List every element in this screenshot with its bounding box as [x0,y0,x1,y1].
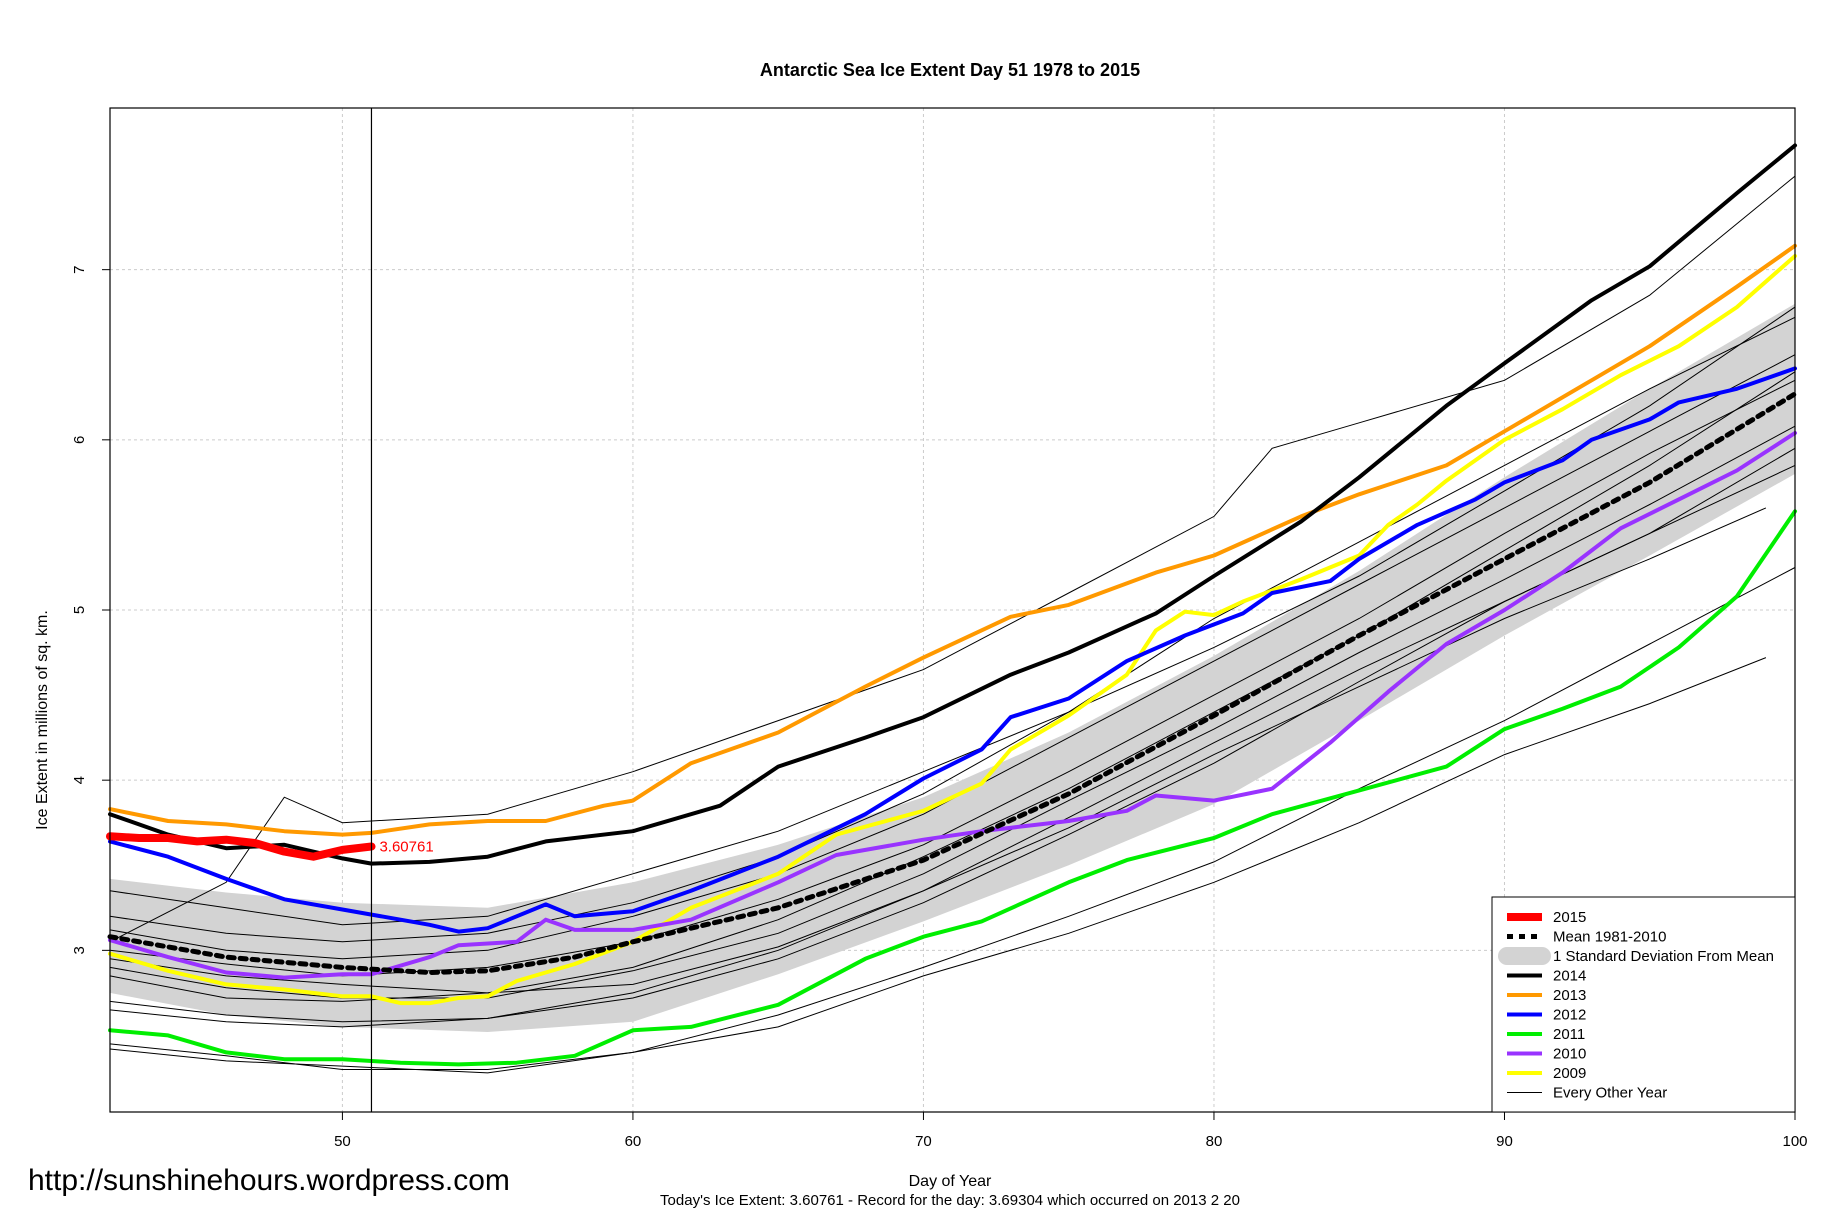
legend-label: 2014 [1553,968,1586,985]
x-tick-label: 80 [1206,1133,1223,1150]
footer-note: Today's Ice Extent: 3.60761 - Record for… [660,1192,1240,1209]
other-year-line [109,316,1796,943]
legend-label: Every Other Year [1553,1085,1667,1102]
legend-label: 2011 [1553,1026,1585,1043]
legend-label: 2010 [1553,1046,1586,1063]
sd-band [110,303,1795,1032]
legend-box [1491,896,1796,1113]
other-year-line [109,306,1796,926]
legend-label: 2015 [1553,909,1586,926]
other-year-line [109,567,1796,1070]
series-line-2014 [108,143,1797,866]
series-line-2015 [106,832,376,861]
legend-label: 1 Standard Deviation From Mean [1553,948,1774,965]
y-tick-label: 5 [71,606,88,614]
series-line-2011 [108,509,1797,1067]
other-year-line [109,175,1796,943]
legend-label: Mean 1981-2010 [1553,929,1666,946]
other-year-line [109,371,1796,1002]
x-tick-label: 50 [334,1133,351,1150]
series-line-2013 [108,243,1797,837]
y-tick-label: 7 [71,265,88,273]
y-axis-label: Ice Extent in millions of sq. km. [34,610,51,830]
chart-title: Antarctic Sea Ice Extent Day 51 1978 to … [760,60,1140,80]
other-year-line [109,657,1767,1074]
x-tick-label: 60 [625,1133,642,1150]
y-tick-label: 6 [71,436,88,444]
x-tick-label: 70 [915,1133,932,1150]
today-value-label: 3.60761 [379,839,433,856]
legend-label: 2009 [1553,1065,1586,1082]
x-tick-label: 100 [1782,1133,1807,1150]
source-url: http://sunshinehours.wordpress.com [28,1164,510,1197]
series-line-2009 [108,254,1797,1006]
legend-label: 2013 [1553,987,1586,1004]
legend: 2015 Mean 1981-2010 1 Standard Deviation F… [1491,896,1796,1113]
x-axis-label: Day of Year [909,1173,992,1190]
other-year-lines [109,175,1796,1074]
sd-band-area [110,303,1795,1032]
other-year-line [109,354,1796,960]
axis-ticks: 50 60 70 80 90 100 3 4 5 6 7 [71,265,1808,1150]
y-tick-label: 3 [71,946,88,954]
y-tick-label: 4 [71,776,88,784]
series-line-2012 [108,366,1797,934]
legend-label: 2012 [1553,1007,1586,1024]
x-tick-label: 90 [1496,1133,1513,1150]
other-year-line [109,447,1796,1023]
